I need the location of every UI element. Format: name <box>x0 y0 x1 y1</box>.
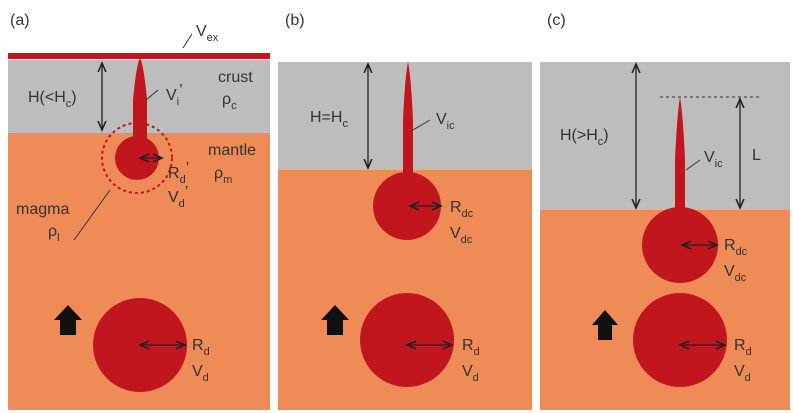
label-sub: d <box>473 372 479 384</box>
label-main: R <box>734 337 746 354</box>
label-main: V <box>436 111 447 128</box>
label-main: R <box>462 337 474 354</box>
panel-label: (b) <box>285 12 305 29</box>
leader-line <box>183 34 192 48</box>
label-main: R <box>192 337 204 354</box>
label-sub: c <box>342 118 348 130</box>
label-sub: d <box>204 346 210 358</box>
extruded-layer <box>8 53 270 59</box>
label-prime: ’ <box>185 184 189 201</box>
label-main: V <box>166 87 177 104</box>
diagram: (a) Vex H(<Hc) Vi’ crust ρc mantle ρm Rd… <box>0 0 793 413</box>
label-main: ρ <box>222 91 231 108</box>
label-sub: dc <box>735 272 747 284</box>
label-main: V <box>462 363 473 380</box>
label-end: ) <box>71 89 76 106</box>
label-main: V <box>450 225 461 242</box>
diapir <box>633 293 727 387</box>
label-main: R <box>168 165 180 182</box>
diapir <box>360 293 454 387</box>
label-main: V <box>192 363 203 380</box>
label: mantle <box>208 142 256 159</box>
label-main: R <box>724 237 736 254</box>
label: crust <box>218 69 253 86</box>
label-main: H(>H <box>560 127 598 144</box>
label-main: R <box>450 199 462 216</box>
label-main: V <box>704 149 715 166</box>
label-sub: dc <box>736 246 748 258</box>
label-sub: ex <box>207 32 219 44</box>
label: L <box>752 147 761 164</box>
label-sub: c <box>231 100 237 112</box>
label-end: ) <box>603 127 608 144</box>
page: (a) Vex H(<Hc) Vi’ crust ρc mantle ρm Rd… <box>0 0 793 413</box>
label-sub: d <box>474 346 480 358</box>
label-prime: ’ <box>186 160 190 177</box>
label-sub: d <box>746 346 752 358</box>
label-main: ρ <box>214 165 223 182</box>
label-sub: l <box>57 232 59 244</box>
label-main: V <box>734 363 745 380</box>
label-main: H=H <box>310 109 342 126</box>
label-sub: dc <box>461 234 473 246</box>
label-main: V <box>724 263 735 280</box>
panel-label: (c) <box>547 12 566 29</box>
label-main: H(<H <box>28 89 66 106</box>
label-sub: m <box>223 174 232 186</box>
label-sub: ic <box>447 120 455 132</box>
label-sub: d <box>745 372 751 384</box>
label-main: V <box>168 189 179 206</box>
label-main: ρ <box>48 223 57 240</box>
label: magma <box>16 201 69 218</box>
label-sub: d <box>203 372 209 384</box>
label-main: V <box>196 23 207 40</box>
panel-label: (a) <box>10 12 30 29</box>
label-sub: dc <box>462 208 474 220</box>
label-sub: ic <box>715 158 723 170</box>
label: Vex <box>196 23 219 44</box>
label-prime: ’ <box>179 82 183 99</box>
